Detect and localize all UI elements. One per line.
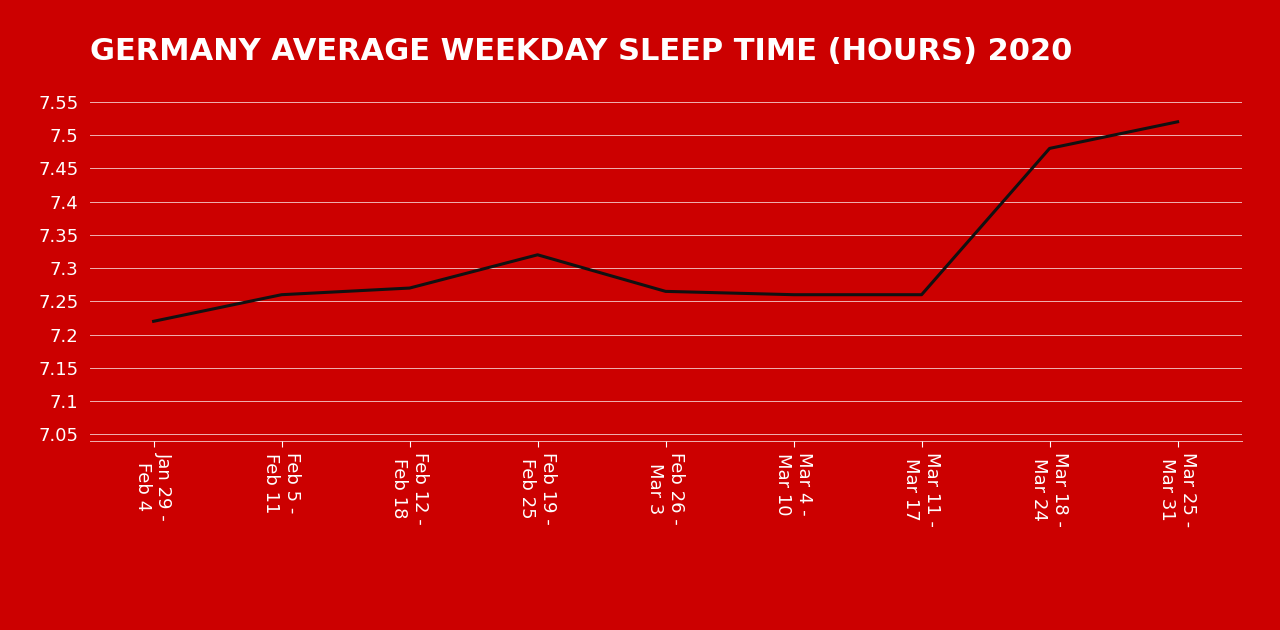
Text: GERMANY AVERAGE WEEKDAY SLEEP TIME (HOURS) 2020: GERMANY AVERAGE WEEKDAY SLEEP TIME (HOUR…: [90, 37, 1071, 66]
